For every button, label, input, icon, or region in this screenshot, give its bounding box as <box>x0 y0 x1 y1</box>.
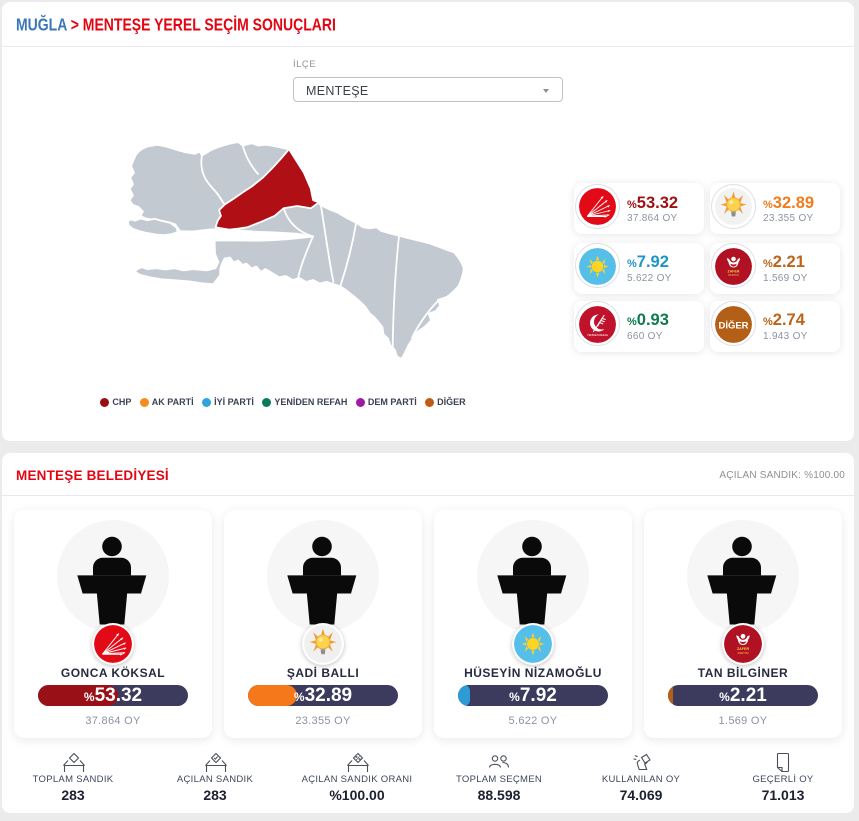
svg-text:PARTİSİ: PARTİSİ <box>738 650 749 655</box>
svg-text:PARTİSİ: PARTİSİ <box>728 272 739 277</box>
svg-text:DİĞER: DİĞER <box>718 319 748 331</box>
svg-text:ZAFER: ZAFER <box>737 647 750 651</box>
svg-text:YENİDEN REFAH: YENİDEN REFAH <box>587 332 608 337</box>
svg-text:ZAFER: ZAFER <box>728 269 740 273</box>
